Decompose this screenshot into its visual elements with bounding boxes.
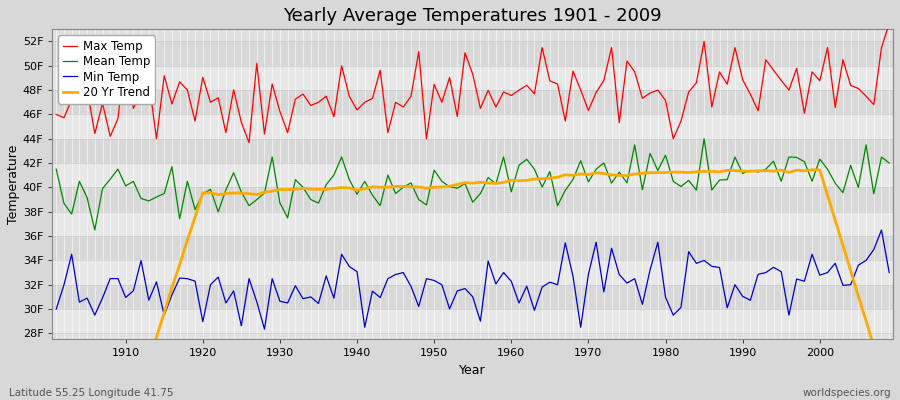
20 Yr Trend [499, 180, 509, 185]
Min Temp [290, 283, 301, 288]
Title: Yearly Average Temperatures 1901 - 2009: Yearly Average Temperatures 1901 - 2009 [284, 7, 662, 25]
Y-axis label: Temperature: Temperature [7, 145, 20, 224]
Min Temp [337, 252, 347, 257]
Mean Temp [698, 136, 709, 141]
Max Temp [290, 97, 301, 102]
Max Temp [112, 116, 123, 121]
Mean Temp [337, 155, 347, 160]
Line: Min Temp: Min Temp [56, 230, 889, 329]
Min Temp [606, 246, 616, 251]
Max Temp [337, 63, 347, 68]
20 Yr Trend [283, 187, 293, 192]
Min Temp [514, 300, 525, 305]
Max Temp [884, 21, 895, 26]
Max Temp [50, 112, 61, 117]
Bar [52, 236, 893, 260]
Line: Mean Temp: Mean Temp [56, 139, 889, 230]
20 Yr Trend [506, 178, 517, 183]
Mean Temp [606, 181, 616, 186]
X-axis label: Year: Year [459, 364, 486, 377]
Bar [52, 285, 893, 309]
Min Temp [50, 307, 61, 312]
Bar [52, 42, 893, 66]
Mean Temp [89, 228, 100, 232]
Bar [52, 163, 893, 188]
Min Temp [876, 228, 886, 232]
20 Yr Trend [328, 186, 339, 191]
Bar [52, 66, 893, 90]
Legend: Max Temp, Mean Temp, Min Temp, 20 Yr Trend: Max Temp, Mean Temp, Min Temp, 20 Yr Tre… [58, 35, 155, 104]
Mean Temp [121, 184, 131, 188]
Bar [52, 188, 893, 212]
Min Temp [884, 270, 895, 275]
Mean Temp [506, 189, 517, 194]
Min Temp [259, 327, 270, 332]
Max Temp [606, 45, 616, 50]
Min Temp [112, 276, 123, 281]
Max Temp [506, 93, 517, 98]
20 Yr Trend [806, 167, 817, 172]
20 Yr Trend [884, 396, 895, 400]
Mean Temp [290, 177, 301, 182]
Bar [52, 90, 893, 114]
20 Yr Trend [598, 171, 609, 176]
Bar [52, 212, 893, 236]
Line: 20 Yr Trend: 20 Yr Trend [56, 170, 889, 400]
Line: Max Temp: Max Temp [56, 24, 889, 143]
Text: worldspecies.org: worldspecies.org [803, 388, 891, 398]
Bar [52, 114, 893, 139]
Mean Temp [50, 167, 61, 172]
Mean Temp [514, 163, 525, 168]
Max Temp [244, 140, 255, 145]
Max Temp [514, 88, 525, 92]
Mean Temp [884, 161, 895, 166]
Min Temp [506, 279, 517, 284]
Bar [52, 309, 893, 333]
Bar [52, 139, 893, 163]
Bar [52, 260, 893, 285]
Text: Latitude 55.25 Longitude 41.75: Latitude 55.25 Longitude 41.75 [9, 388, 174, 398]
